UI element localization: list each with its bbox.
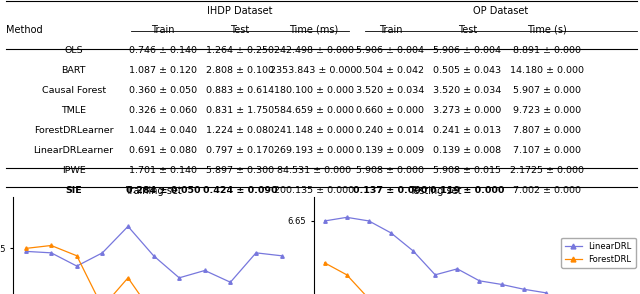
Text: IPWE: IPWE (61, 166, 86, 175)
Text: 7.807 ± 0.000: 7.807 ± 0.000 (513, 126, 581, 135)
Text: 3.273 ± 0.000: 3.273 ± 0.000 (433, 106, 501, 115)
Text: 5.906 ± 0.004: 5.906 ± 0.004 (356, 46, 424, 55)
Text: 1.087 ± 0.120: 1.087 ± 0.120 (129, 66, 197, 75)
Text: Time (ms): Time (ms) (289, 25, 338, 35)
Text: 5.907 ± 0.000: 5.907 ± 0.000 (513, 86, 581, 95)
Text: SIE: SIE (65, 186, 82, 195)
Text: 1.044 ± 0.040: 1.044 ± 0.040 (129, 126, 197, 135)
Text: 0.119 ± 0.000: 0.119 ± 0.000 (430, 186, 504, 195)
Text: 0.424 ± 0.090: 0.424 ± 0.090 (203, 186, 277, 195)
Text: 3.520 ± 0.034: 3.520 ± 0.034 (433, 86, 501, 95)
Text: IHDP Dataset: IHDP Dataset (207, 6, 273, 16)
Text: 241.148 ± 0.000: 241.148 ± 0.000 (274, 126, 354, 135)
Text: 584.659 ± 0.000: 584.659 ± 0.000 (274, 106, 354, 115)
Text: 2.1725 ± 0.000: 2.1725 ± 0.000 (510, 166, 584, 175)
Text: 9.723 ± 0.000: 9.723 ± 0.000 (513, 106, 581, 115)
Text: 200.135 ± 0.000: 200.135 ± 0.000 (273, 186, 354, 195)
Title: Training set: Training set (125, 186, 182, 196)
Text: OP Dataset: OP Dataset (473, 6, 529, 16)
Text: 2353.843 ± 0.000: 2353.843 ± 0.000 (271, 66, 356, 75)
Text: 0.360 ± 0.050: 0.360 ± 0.050 (129, 86, 197, 95)
Text: ForestDRLearner: ForestDRLearner (34, 126, 113, 135)
Text: 5.908 ± 0.015: 5.908 ± 0.015 (433, 166, 501, 175)
Text: Causal Forest: Causal Forest (42, 86, 106, 95)
Text: 1.264 ± 0.250: 1.264 ± 0.250 (206, 46, 274, 55)
Legend: LinearDRL, ForestDRL: LinearDRL, ForestDRL (561, 238, 636, 268)
Text: 0.326 ± 0.060: 0.326 ± 0.060 (129, 106, 197, 115)
Text: 0.240 ± 0.014: 0.240 ± 0.014 (356, 126, 424, 135)
Text: 7.002 ± 0.000: 7.002 ± 0.000 (513, 186, 581, 195)
Text: Test: Test (230, 25, 250, 35)
Text: LinearDRLearner: LinearDRLearner (33, 146, 114, 155)
Text: 8.891 ± 0.000: 8.891 ± 0.000 (513, 46, 581, 55)
Text: 269.193 ± 0.000: 269.193 ± 0.000 (273, 146, 354, 155)
Text: Train: Train (379, 25, 402, 35)
Text: 0.660 ± 0.000: 0.660 ± 0.000 (356, 106, 424, 115)
Text: BART: BART (61, 66, 86, 75)
Text: 7.107 ± 0.000: 7.107 ± 0.000 (513, 146, 581, 155)
Text: 0.797 ± 0.170: 0.797 ± 0.170 (206, 146, 274, 155)
Text: 0.284 ± 0.050: 0.284 ± 0.050 (126, 186, 200, 195)
Text: 1.701 ± 0.140: 1.701 ± 0.140 (129, 166, 197, 175)
Text: 0.504 ± 0.042: 0.504 ± 0.042 (356, 66, 424, 75)
Text: 3.520 ± 0.034: 3.520 ± 0.034 (356, 86, 424, 95)
Text: 0.139 ± 0.008: 0.139 ± 0.008 (433, 146, 501, 155)
Text: TMLE: TMLE (61, 106, 86, 115)
Text: 0.139 ± 0.009: 0.139 ± 0.009 (356, 146, 424, 155)
Text: 5.908 ± 0.000: 5.908 ± 0.000 (356, 166, 424, 175)
Text: 2.808 ± 0.100: 2.808 ± 0.100 (206, 66, 274, 75)
Text: 0.137 ± 0.000: 0.137 ± 0.000 (353, 186, 428, 195)
Text: 0.241 ± 0.013: 0.241 ± 0.013 (433, 126, 501, 135)
Text: 0.505 ± 0.043: 0.505 ± 0.043 (433, 66, 501, 75)
Text: 84.531 ± 0.000: 84.531 ± 0.000 (276, 166, 351, 175)
Text: OLS: OLS (64, 46, 83, 55)
Text: 0.691 ± 0.080: 0.691 ± 0.080 (129, 146, 197, 155)
Text: 1.224 ± 0.080: 1.224 ± 0.080 (206, 126, 274, 135)
Text: Test: Test (458, 25, 477, 35)
Text: 5.897 ± 0.300: 5.897 ± 0.300 (206, 166, 274, 175)
Title: Testing set: Testing set (409, 186, 461, 196)
Text: Time (s): Time (s) (527, 25, 567, 35)
Text: Train: Train (152, 25, 175, 35)
Text: Method: Method (6, 25, 43, 35)
Text: 180.100 ± 0.000: 180.100 ± 0.000 (274, 86, 354, 95)
Text: 14.180 ± 0.000: 14.180 ± 0.000 (510, 66, 584, 75)
Text: 5.906 ± 0.004: 5.906 ± 0.004 (433, 46, 501, 55)
Text: 0.883 ± 0.614: 0.883 ± 0.614 (206, 86, 274, 95)
Text: 0.831 ± 1.750: 0.831 ± 1.750 (206, 106, 274, 115)
Text: 0.746 ± 0.140: 0.746 ± 0.140 (129, 46, 197, 55)
Text: 242.498 ± 0.000: 242.498 ± 0.000 (274, 46, 354, 55)
